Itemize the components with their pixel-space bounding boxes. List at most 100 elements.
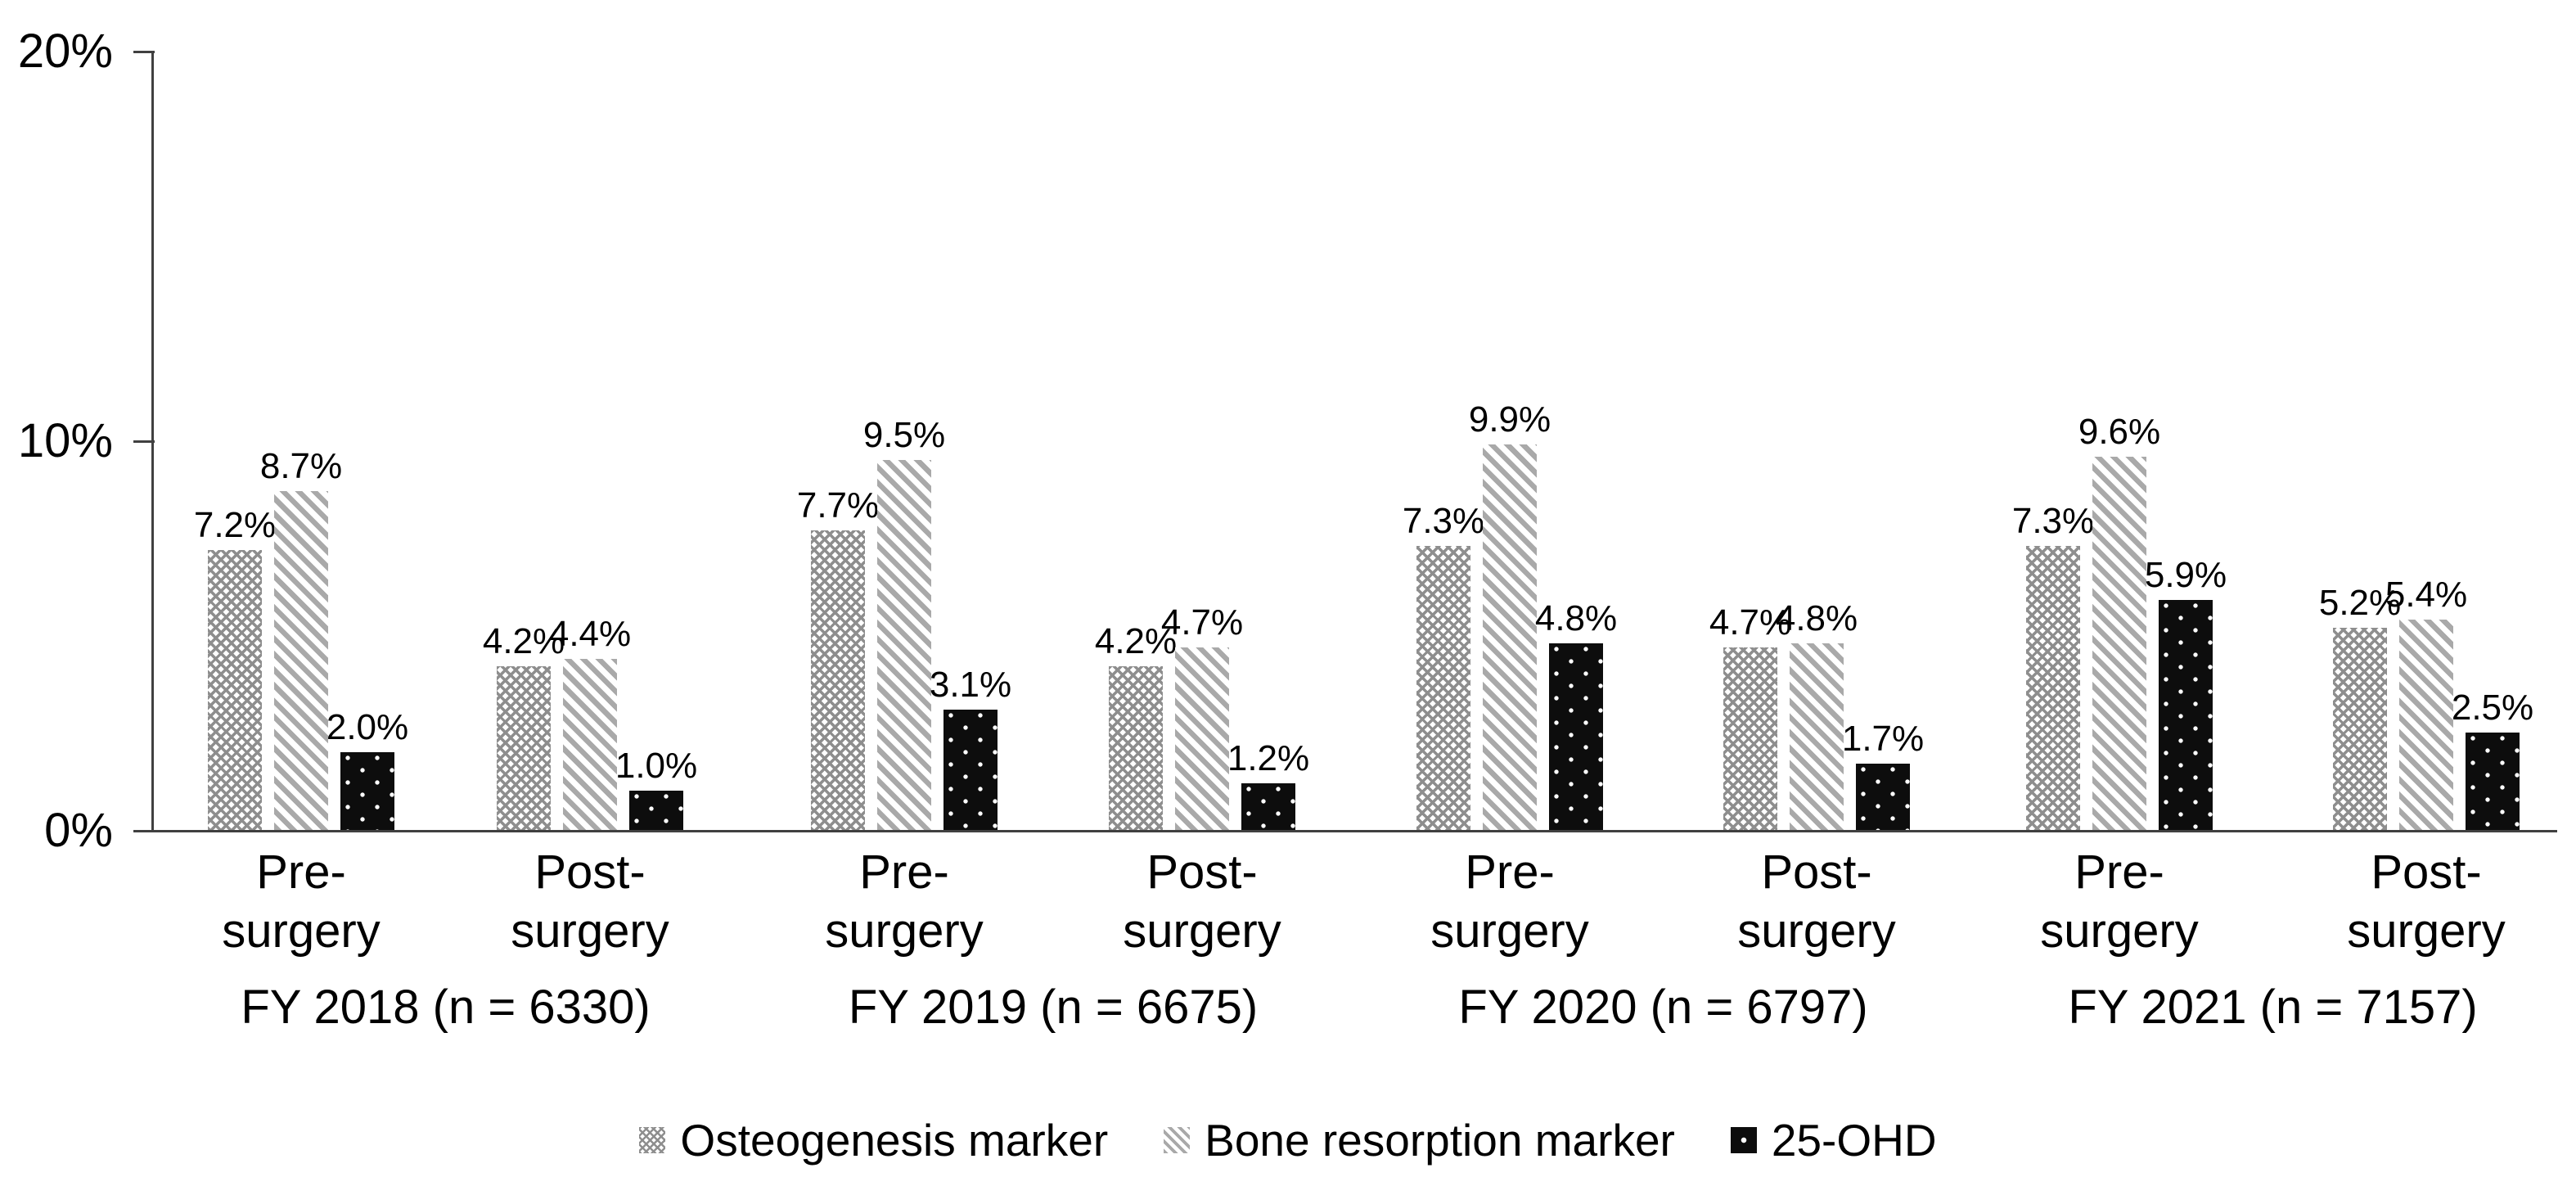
bar-osteogenesis-marker: 4.2%	[483, 622, 565, 830]
x-label-line1: Pre-	[256, 846, 346, 899]
bar-value-label: 4.8%	[1775, 598, 1858, 638]
bar-25-ohd: 1.0%	[615, 746, 697, 830]
bar-osteogenesis-marker: 7.3%	[2012, 502, 2094, 830]
legend-item-osteogenesis-marker: Osteogenesis marker	[639, 1116, 1108, 1165]
bar-cluster: 7.7% 9.5% 3.1%	[797, 416, 1011, 830]
x-label-line1: Post-	[1761, 846, 1872, 899]
bar-osteogenesis-marker: 4.2%	[1095, 622, 1177, 830]
bar-bone-resorption-marker: 4.4%	[549, 615, 631, 830]
x-label-line2: surgery	[1430, 904, 1589, 958]
legend-item-25-ohd: 25-OHD	[1730, 1115, 1937, 1166]
x-axis-category-label: Pre-surgery	[773, 843, 1035, 961]
x-label-line2: surgery	[222, 904, 381, 958]
bar-cluster: 4.2% 4.4% 1.0%	[483, 615, 697, 830]
x-axis-category-label: Post-surgery	[2295, 843, 2557, 961]
bar-bone-resorption-marker: 9.9%	[1469, 400, 1551, 830]
x-axis-baseline	[137, 830, 2557, 832]
plot-area: 7.2% 8.7% 2.0% 4.2% 4.4% 1.0% 7.7% 9.5% 3.1% 4.2%…	[154, 52, 2557, 830]
x-label-line1: Post-	[1146, 846, 1258, 899]
x-label-line2: surgery	[511, 904, 669, 958]
x-axis-category-label: Post-surgery	[1686, 843, 1948, 961]
bar-cluster: 7.3% 9.9% 4.8%	[1403, 400, 1617, 830]
bar-bone-resorption-marker: 5.4%	[2385, 575, 2467, 830]
bar-value-label: 4.4%	[548, 614, 632, 654]
bar-cluster: 7.2% 8.7% 2.0%	[194, 447, 408, 830]
legend-label: 25-OHD	[1771, 1115, 1937, 1166]
y-tick-label-10: 10%	[17, 414, 113, 467]
bar-osteogenesis-marker: 7.3%	[1403, 502, 1484, 830]
bar-bone-resorption-marker: 4.8%	[1776, 599, 1858, 830]
x-label-line2: surgery	[825, 904, 984, 958]
y-tick-label-20: 20%	[17, 25, 113, 78]
bar-value-label: 5.4%	[2385, 575, 2468, 615]
fiscal-year-group-label: FY 2018 (n = 6330)	[241, 981, 651, 1034]
bar-value-label: 4.8%	[1534, 598, 1618, 638]
x-label-line2: surgery	[2347, 904, 2506, 958]
bar-value-label: 3.1%	[929, 665, 1012, 705]
bar-value-label: 7.3%	[2011, 501, 2095, 541]
bar-value-label: 1.0%	[615, 746, 698, 786]
bar-value-label: 9.6%	[2078, 412, 2161, 452]
legend: Osteogenesis marker Bone resorption mark…	[0, 1112, 2576, 1169]
legend-item-bone-resorption-marker: Bone resorption marker	[1164, 1116, 1675, 1165]
y-tick-label-0: 0%	[44, 804, 113, 857]
fiscal-year-group-label: FY 2019 (n = 6675)	[848, 981, 1259, 1034]
x-axis-category-label: Post-surgery	[459, 843, 721, 961]
bar-value-label: 4.2%	[482, 621, 565, 661]
bar-25-ohd: 5.9%	[2145, 556, 2227, 830]
bar-cluster: 4.7% 4.8% 1.7%	[1709, 599, 1924, 830]
bar-value-label: 2.0%	[326, 707, 409, 747]
bar-value-label: 7.7%	[796, 485, 880, 525]
bar-cluster: 4.2% 4.7% 1.2%	[1095, 603, 1309, 830]
bar-value-label: 1.7%	[1841, 719, 1925, 759]
bar-value-label: 4.7%	[1160, 602, 1244, 643]
bar-bone-resorption-marker: 4.7%	[1161, 603, 1243, 830]
bar-value-label: 5.2%	[2318, 583, 2402, 623]
bar-value-label: 7.2%	[193, 505, 277, 545]
bar-osteogenesis-marker: 7.2%	[194, 506, 276, 830]
x-label-line1: Pre-	[1465, 846, 1555, 899]
y-tick-20	[133, 51, 155, 53]
x-label-line1: Post-	[2371, 846, 2482, 899]
bar-value-label: 4.2%	[1094, 621, 1178, 661]
x-label-line2: surgery	[1123, 904, 1281, 958]
bar-bone-resorption-marker: 8.7%	[260, 447, 342, 830]
bar-osteogenesis-marker: 5.2%	[2319, 584, 2401, 830]
x-label-line1: Pre-	[2074, 846, 2164, 899]
bar-25-ohd: 3.1%	[930, 665, 1011, 830]
x-label-line1: Pre-	[859, 846, 949, 899]
bar-value-label: 7.3%	[1402, 501, 1485, 541]
bar-cluster: 7.3% 9.6% 5.9%	[2012, 413, 2227, 830]
bar-value-label: 2.5%	[2451, 688, 2534, 728]
bar-value-label: 9.5%	[862, 415, 946, 455]
y-tick-0	[133, 830, 155, 832]
bar-25-ohd: 1.7%	[1842, 719, 1924, 830]
bar-value-label: 8.7%	[259, 446, 343, 486]
black-dot-swatch-icon	[1730, 1127, 1757, 1153]
bar-25-ohd: 4.8%	[1535, 599, 1617, 830]
x-label-line2: surgery	[1737, 904, 1896, 958]
bar-bone-resorption-marker: 9.5%	[863, 416, 945, 830]
x-label-line1: Post-	[534, 846, 646, 899]
fiscal-year-group-label: FY 2021 (n = 7157)	[2068, 981, 2478, 1034]
x-axis-category-label: Post-surgery	[1071, 843, 1333, 961]
diagonal-stripes-swatch-icon	[1164, 1127, 1191, 1153]
bar-25-ohd: 1.2%	[1227, 739, 1309, 830]
legend-label: Bone resorption marker	[1205, 1115, 1675, 1166]
bar-value-label: 1.2%	[1227, 738, 1310, 778]
bar-value-label: 5.9%	[2144, 555, 2227, 595]
x-axis-category-label: Pre-surgery	[170, 843, 432, 961]
bar-value-label: 9.9%	[1468, 399, 1551, 440]
bar-25-ohd: 2.0%	[327, 708, 408, 830]
bar-bone-resorption-marker: 9.6%	[2078, 413, 2160, 830]
bar-value-label: 4.7%	[1709, 602, 1792, 643]
bar-osteogenesis-marker: 7.7%	[797, 486, 879, 830]
x-label-line2: surgery	[2040, 904, 2199, 958]
y-tick-10	[133, 440, 155, 443]
legend-label: Osteogenesis marker	[680, 1115, 1109, 1166]
crosshatch-swatch-icon	[639, 1127, 666, 1153]
bar-cluster: 5.2% 5.4% 2.5%	[2319, 575, 2533, 830]
fiscal-year-group-label: FY 2020 (n = 6797)	[1458, 981, 1868, 1034]
x-axis-category-label: Pre-surgery	[1988, 843, 2250, 961]
